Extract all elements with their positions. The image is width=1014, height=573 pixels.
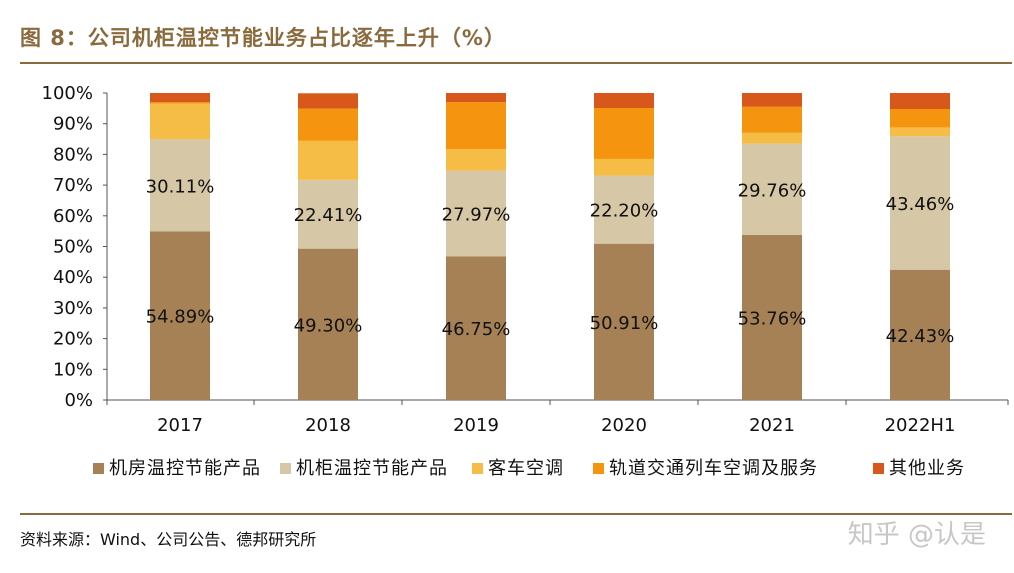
legend-swatch: [280, 463, 291, 474]
data-label: 22.41%: [294, 205, 363, 226]
bar-segment-room: [446, 256, 506, 400]
top-divider: [20, 62, 1012, 64]
x-tick-label: 2017: [157, 415, 203, 436]
source-note: 资料来源：Wind、公司公告、德邦研究所: [20, 530, 317, 549]
bar-segment-rail: [890, 108, 950, 128]
x-tick-label: 2021: [749, 415, 795, 436]
bar-segment-bus: [742, 132, 802, 144]
bar-segment-rail: [150, 102, 210, 104]
legend-swatch: [93, 463, 104, 474]
y-tick-label: 60%: [53, 206, 93, 227]
y-tick-label: 100%: [42, 83, 93, 104]
bar-segment-cabinet: [446, 170, 506, 257]
data-label: 30.11%: [146, 176, 215, 197]
bar-segment-bus: [446, 149, 506, 171]
data-label: 43.46%: [886, 194, 955, 215]
y-tick-label: 10%: [53, 359, 93, 380]
y-tick-label: 0%: [64, 390, 93, 411]
stacked-bar-chart: 0% 10% 20% 30% 40% 50% 60% 70% 80% 90% 100% 54.89% 3…: [42, 83, 1009, 479]
data-label: 29.76%: [738, 180, 807, 201]
bar-segment-cabinet: [150, 139, 210, 232]
data-label: 27.97%: [442, 205, 511, 226]
bar-segment-rail: [594, 108, 654, 159]
data-label: 42.43%: [886, 326, 955, 347]
data-label: 46.75%: [442, 319, 511, 340]
watermark: 知乎 @认是: [847, 520, 986, 550]
bar-segment-cabinet: [890, 136, 950, 270]
bar-segment-room: [742, 234, 802, 400]
y-tick-label: 70%: [53, 175, 93, 196]
y-tick-label: 50%: [53, 237, 93, 258]
bar-segment-bus: [890, 127, 950, 137]
y-tick-label: 20%: [53, 329, 93, 350]
legend-label: 机房温控节能产品: [109, 458, 261, 479]
bar-segment-cabinet: [742, 143, 802, 235]
legend-swatch: [593, 463, 604, 474]
bar-segment-other: [890, 93, 950, 109]
legend-swatch: [472, 463, 483, 474]
bar-segment-rail: [446, 102, 506, 150]
data-label: 53.76%: [738, 308, 807, 329]
bar-segment-cabinet: [298, 179, 358, 249]
bottom-divider: [20, 513, 1012, 515]
legend-label: 轨道交通列车空调及服务: [609, 458, 818, 479]
bar-segment-room: [594, 243, 654, 400]
legend-label: 客车空调: [488, 458, 564, 479]
y-tick-label: 90%: [53, 114, 93, 135]
bar-segment-rail: [742, 106, 802, 133]
legend-label: 机柜温控节能产品: [296, 458, 448, 479]
bar-segment-bus: [594, 158, 654, 176]
x-tick-label: 2018: [305, 415, 351, 436]
y-tick-label: 40%: [53, 267, 93, 288]
bar-segment-other: [298, 93, 358, 109]
bar-segment-room: [890, 269, 950, 400]
legend-label: 其他业务: [889, 458, 965, 479]
bar-segment-rail: [298, 108, 358, 141]
bar-segment-other: [742, 93, 802, 107]
bar-segment-room: [298, 248, 358, 400]
bar-segment-bus: [298, 140, 358, 180]
bar-segment-other: [594, 93, 654, 109]
bar-segment-bus: [150, 103, 210, 140]
data-label: 50.91%: [590, 313, 659, 334]
x-tick-label: 2019: [453, 415, 499, 436]
data-label: 22.20%: [590, 201, 659, 222]
bar-segment-cabinet: [594, 175, 654, 244]
chart-title: 图 8：公司机柜温控节能业务占比逐年上升（%）: [20, 26, 506, 50]
y-tick-label: 30%: [53, 298, 93, 319]
data-label: 54.89%: [146, 307, 215, 328]
bar-segment-room: [150, 231, 210, 400]
data-label: 49.30%: [294, 315, 363, 336]
x-tick-label: 2020: [601, 415, 647, 436]
x-tick-label: 2022H1: [885, 415, 956, 436]
bar-segment-other: [446, 93, 506, 103]
y-tick-label: 80%: [53, 144, 93, 165]
legend-swatch: [873, 463, 884, 474]
bar-segment-other: [150, 93, 210, 103]
